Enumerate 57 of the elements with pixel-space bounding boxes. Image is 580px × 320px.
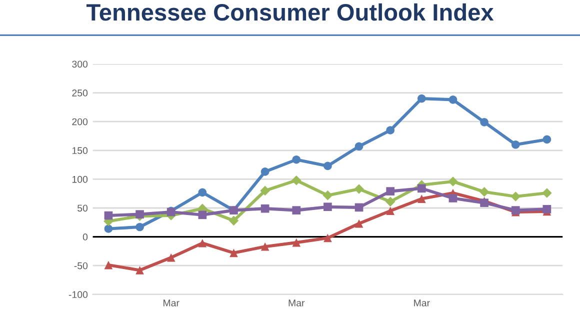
point [260, 204, 270, 213]
y-tick-label: 200 [72, 118, 88, 126]
point [542, 188, 552, 198]
point [448, 96, 458, 104]
point [104, 260, 113, 270]
point [260, 168, 270, 176]
point [354, 203, 364, 212]
point [385, 196, 396, 207]
point [322, 190, 333, 200]
point [479, 186, 490, 197]
y-tick-label: 250 [72, 90, 88, 96]
point [417, 194, 426, 203]
y-tick-label: 100 [72, 176, 88, 183]
point [386, 206, 395, 216]
point [480, 118, 488, 126]
point [354, 184, 364, 194]
point [542, 135, 552, 144]
point [198, 238, 207, 248]
point [292, 206, 301, 214]
point [448, 176, 458, 186]
point [324, 234, 332, 242]
chart-title: Tennessee Consumer Outlook Index [86, 3, 494, 21]
point [354, 219, 364, 228]
point [324, 162, 332, 170]
point [448, 194, 458, 202]
point [292, 155, 301, 164]
x-tick-label: Mar [288, 300, 305, 306]
point [291, 175, 302, 186]
point [230, 248, 238, 258]
point [324, 202, 332, 212]
point [386, 187, 395, 196]
y-tick-label: -50 [74, 262, 88, 270]
point [260, 186, 270, 196]
y-tick-label: 300 [72, 60, 88, 68]
point [511, 140, 520, 149]
x-tick-label: Mar [164, 300, 180, 306]
point [417, 184, 426, 193]
point [354, 142, 364, 151]
point [542, 204, 552, 214]
y-tick-label: 50 [78, 204, 88, 212]
point [166, 253, 176, 262]
point [198, 210, 207, 220]
point [136, 266, 144, 274]
point [228, 216, 239, 226]
point [417, 94, 426, 103]
y-tick-label: 0 [82, 234, 88, 240]
y-tick-label: 150 [72, 147, 88, 154]
x-tick-label: Mar [414, 300, 430, 306]
point [104, 211, 113, 220]
point [292, 238, 301, 247]
y-tick-label: -100 [68, 291, 88, 298]
point [136, 222, 144, 232]
point [386, 126, 395, 134]
point [510, 192, 521, 202]
point [198, 188, 207, 197]
point [260, 242, 270, 251]
point [104, 224, 113, 233]
